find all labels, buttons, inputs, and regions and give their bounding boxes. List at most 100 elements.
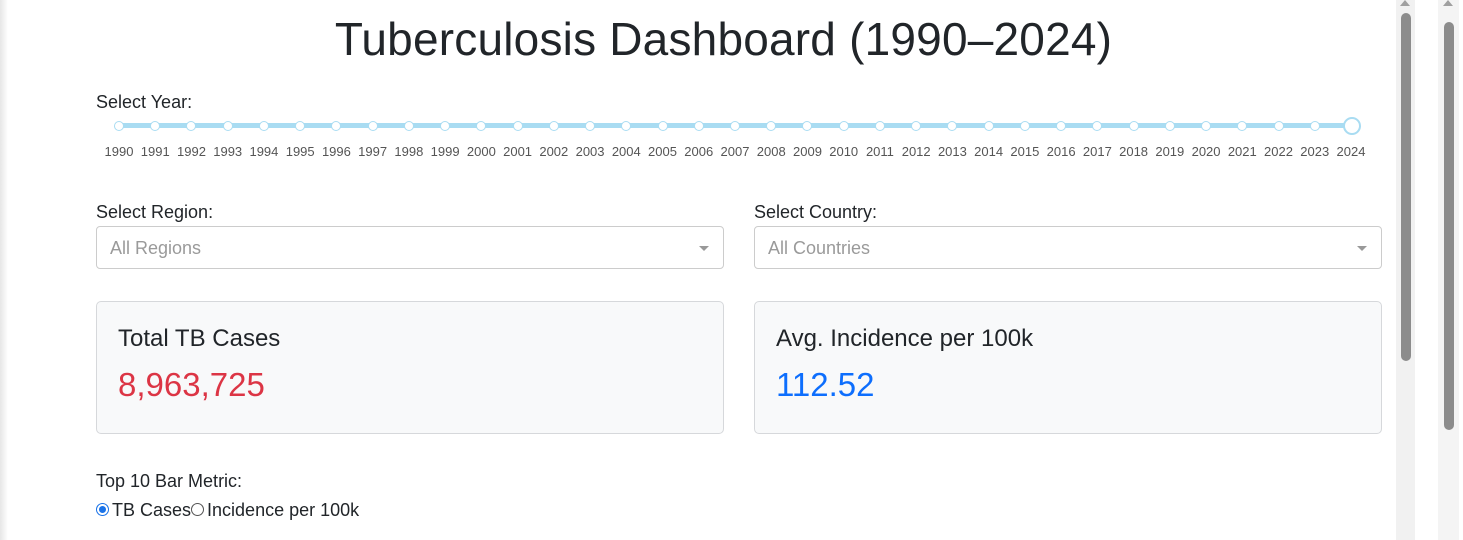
- page-scrollbar[interactable]: [1396, 0, 1415, 540]
- year-tick-label[interactable]: 1998: [394, 144, 424, 159]
- year-tick-label[interactable]: 1991: [140, 144, 170, 159]
- year-slider-dot[interactable]: [1164, 121, 1175, 131]
- year-slider-dot[interactable]: [512, 121, 523, 131]
- year-slider-dot[interactable]: [331, 121, 342, 131]
- year-tick-label[interactable]: 2023: [1300, 144, 1330, 159]
- avg-incidence-card: Avg. Incidence per 100k 112.52: [754, 301, 1382, 434]
- year-slider-dot[interactable]: [1273, 121, 1284, 131]
- region-label: Select Region:: [96, 202, 214, 222]
- year-tick-label[interactable]: 2004: [611, 144, 641, 159]
- year-tick-label[interactable]: 2022: [1264, 144, 1293, 159]
- year-slider-dot[interactable]: [1056, 121, 1067, 131]
- year-slider-dot[interactable]: [983, 121, 994, 131]
- year-slider-dot[interactable]: [621, 121, 632, 131]
- year-slider-dot[interactable]: [222, 121, 233, 131]
- year-slider-dot[interactable]: [186, 121, 197, 131]
- avg-incidence-value: 112.52: [776, 366, 875, 403]
- year-slider-handle[interactable]: [1343, 117, 1361, 135]
- year-tick-label[interactable]: 2007: [720, 144, 750, 159]
- page-title: Tuberculosis Dashboard (1990–2024): [334, 13, 1113, 65]
- year-tick-label[interactable]: 2001: [503, 144, 533, 159]
- year-tick-label[interactable]: 2021: [1227, 144, 1257, 159]
- year-tick-label[interactable]: 2014: [974, 144, 1004, 159]
- year-slider-dot[interactable]: [693, 121, 704, 131]
- year-slider-dot[interactable]: [403, 121, 414, 131]
- radio-incidence-label[interactable]: Incidence per 100k: [207, 499, 360, 520]
- year-tick-label[interactable]: 2013: [937, 144, 967, 159]
- avg-incidence-title: Avg. Incidence per 100k: [776, 325, 1034, 352]
- year-slider-dot[interactable]: [838, 121, 849, 131]
- year-tick-label[interactable]: 2000: [466, 144, 496, 159]
- year-slider-dot[interactable]: [1237, 121, 1248, 131]
- year-slider-dot[interactable]: [114, 121, 124, 131]
- year-tick-label[interactable]: 2020: [1191, 144, 1221, 159]
- window-edge: [0, 0, 8, 540]
- year-slider-dot[interactable]: [258, 121, 269, 131]
- year-slider-ticks: 1990 1991 1992 1993 1994 1995 1996 1997 1998 1999…: [105, 144, 1366, 162]
- year-slider-dot[interactable]: [766, 121, 777, 131]
- year-slider-dot[interactable]: [1092, 121, 1103, 131]
- year-tick-label[interactable]: 2011: [865, 144, 894, 159]
- year-tick-label[interactable]: 2005: [648, 144, 677, 159]
- year-slider-dot[interactable]: [1201, 121, 1212, 131]
- year-tick-label[interactable]: 1992: [177, 144, 206, 159]
- year-tick-label[interactable]: 1994: [249, 144, 279, 159]
- year-tick-label[interactable]: 2003: [575, 144, 605, 159]
- year-slider-dot[interactable]: [1309, 121, 1320, 131]
- window-scrollbar-thumb[interactable]: [1444, 22, 1454, 430]
- year-slider-dot[interactable]: [585, 121, 596, 131]
- region-dropdown-placeholder: All Regions: [110, 238, 202, 258]
- year-tick-label[interactable]: 1997: [358, 144, 388, 159]
- year-tick-label[interactable]: 2024: [1336, 144, 1366, 159]
- window-scrollbar[interactable]: [1438, 0, 1459, 540]
- year-tick-label[interactable]: 1999: [430, 144, 460, 159]
- window-scroll-up-arrow-icon[interactable]: [1443, 0, 1453, 6]
- dashboard-content: [8, 0, 1396, 540]
- year-slider-dot[interactable]: [730, 121, 740, 131]
- year-tick-label[interactable]: 2002: [539, 144, 569, 159]
- year-tick-label[interactable]: 2015: [1010, 144, 1040, 159]
- chevron-down-icon[interactable]: [699, 246, 709, 251]
- chevron-down-icon[interactable]: [1357, 246, 1367, 251]
- year-slider-dot[interactable]: [911, 121, 922, 131]
- year-tick-label[interactable]: 1990: [104, 144, 134, 159]
- bar-metric-radio-group: TB Cases Incidence per 100k: [96, 499, 359, 521]
- total-cases-title: Total TB Cases: [118, 325, 281, 352]
- year-tick-label[interactable]: 1993: [213, 144, 243, 159]
- scroll-up-arrow-icon[interactable]: [1400, 0, 1410, 6]
- year-slider-dot[interactable]: [548, 121, 559, 131]
- year-slider-dot[interactable]: [1128, 121, 1139, 131]
- year-tick-label[interactable]: 1996: [321, 144, 351, 159]
- country-dropdown-placeholder: All Countries: [768, 238, 871, 258]
- year-slider-dot[interactable]: [295, 121, 306, 131]
- year-tick-label[interactable]: 2012: [901, 144, 931, 159]
- radio-tb-cases-label[interactable]: TB Cases: [112, 499, 192, 520]
- year-tick-label[interactable]: 2019: [1155, 144, 1185, 159]
- year-tick-label[interactable]: 2008: [756, 144, 786, 159]
- radio-tb-cases[interactable]: [96, 502, 109, 516]
- year-tick-label[interactable]: 2018: [1119, 144, 1149, 159]
- year-slider-dot[interactable]: [1019, 121, 1030, 131]
- year-slider-dot[interactable]: [657, 121, 668, 131]
- year-tick-label[interactable]: 1995: [285, 144, 315, 159]
- year-tick-label[interactable]: 2009: [793, 144, 822, 159]
- year-slider[interactable]: [114, 117, 1361, 135]
- total-cases-card: Total TB Cases 8,963,725: [96, 301, 724, 434]
- year-slider-dot[interactable]: [802, 121, 813, 131]
- region-dropdown[interactable]: All Regions: [96, 226, 724, 269]
- radio-incidence[interactable]: [191, 502, 205, 516]
- year-tick-label[interactable]: 2016: [1046, 144, 1076, 159]
- year-tick-label[interactable]: 2010: [829, 144, 859, 159]
- year-tick-label[interactable]: 2006: [684, 144, 714, 159]
- total-cases-value: 8,963,725: [118, 366, 265, 403]
- year-slider-dot[interactable]: [947, 121, 958, 131]
- page-scrollbar-thumb[interactable]: [1401, 13, 1411, 361]
- year-slider-dot[interactable]: [440, 121, 451, 131]
- country-dropdown[interactable]: All Countries: [754, 226, 1382, 269]
- year-slider-dot[interactable]: [476, 121, 487, 131]
- year-slider-dot[interactable]: [150, 121, 161, 131]
- year-tick-label[interactable]: 2017: [1082, 144, 1112, 159]
- year-slider-dot[interactable]: [367, 121, 378, 131]
- year-slider-dot[interactable]: [874, 121, 885, 131]
